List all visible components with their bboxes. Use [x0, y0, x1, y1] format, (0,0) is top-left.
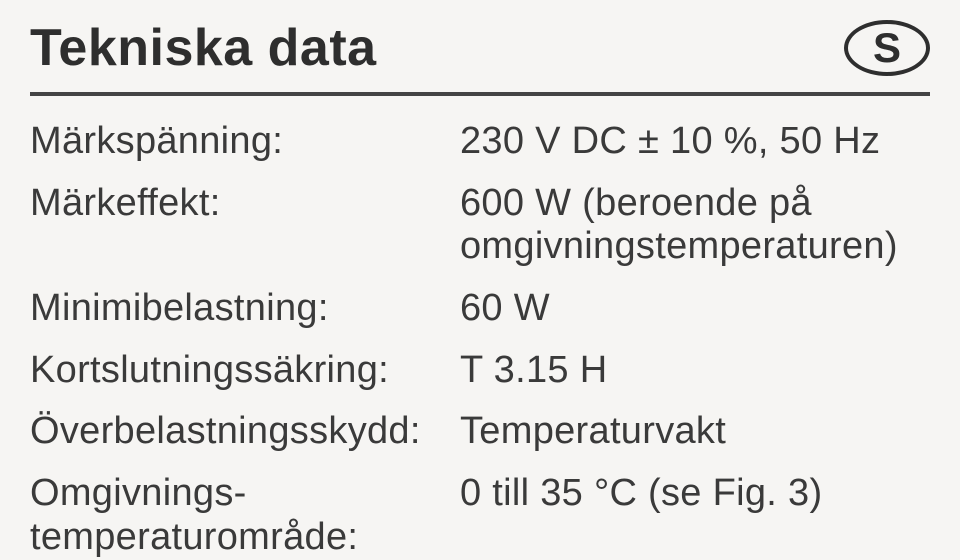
spec-label: Överbelastningsskydd:	[30, 410, 460, 454]
spec-value: 0 till 35 °C (se Fig. 3)	[460, 472, 930, 559]
spec-value: 600 W (beroende på omgivningstemperature…	[460, 182, 930, 269]
spec-value: 230 V DC ± 10 %, 50 Hz	[460, 120, 930, 164]
spec-label: Märkspänning:	[30, 120, 460, 164]
spec-value: T 3.15 H	[460, 349, 930, 393]
header-row: Tekniska data S	[30, 18, 930, 96]
spec-sheet: Tekniska data S Märkspänning: 230 V DC ±…	[0, 0, 960, 508]
spec-label: Omgivnings- temperaturområde:	[30, 472, 460, 559]
language-badge: S	[844, 20, 930, 76]
spec-table: Märkspänning: 230 V DC ± 10 %, 50 Hz Mär…	[30, 120, 930, 560]
spec-value: 60 W	[460, 287, 930, 331]
spec-value: Temperaturvakt	[460, 410, 930, 454]
spec-label: Minimibelastning:	[30, 287, 460, 331]
spec-label: Kortslutningssäkring:	[30, 349, 460, 393]
page-title: Tekniska data	[30, 18, 377, 78]
spec-label: Märkeffekt:	[30, 182, 460, 269]
